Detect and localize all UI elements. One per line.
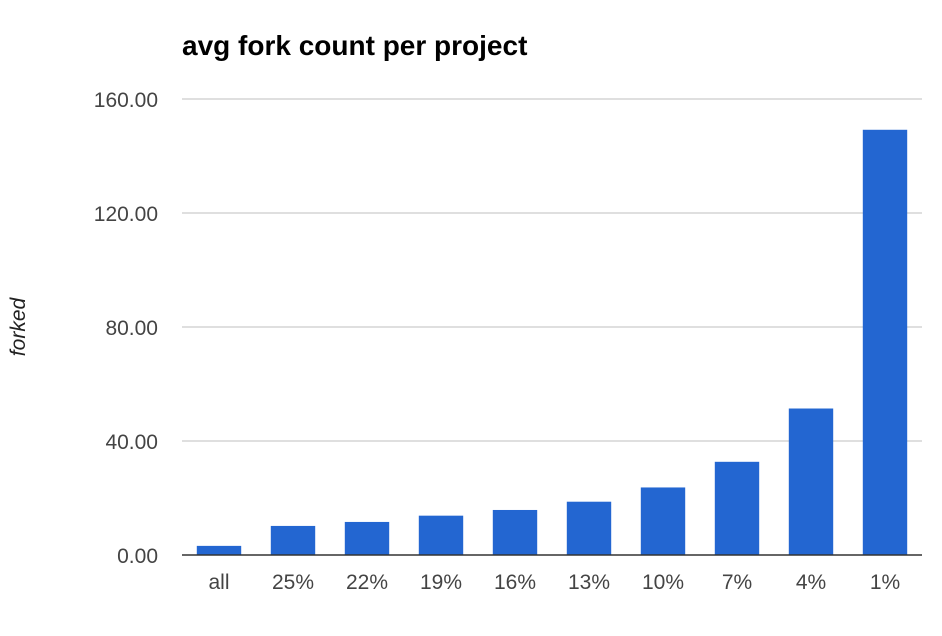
y-tick-label: 40.00 bbox=[105, 431, 158, 454]
bar-16% bbox=[492, 509, 538, 555]
x-tick-label: 1% bbox=[870, 571, 900, 594]
bar-1% bbox=[862, 129, 908, 555]
bar-13% bbox=[566, 501, 612, 555]
bar-4% bbox=[788, 408, 834, 555]
x-tick-label: 4% bbox=[796, 571, 826, 594]
x-tick-label: 13% bbox=[568, 571, 610, 594]
x-tick-label: 22% bbox=[346, 571, 388, 594]
y-tick-label: 0.00 bbox=[117, 545, 158, 568]
chart-title: avg fork count per project bbox=[182, 30, 527, 61]
bars bbox=[196, 129, 908, 555]
x-tick-label: 19% bbox=[420, 571, 462, 594]
gridlines bbox=[182, 98, 922, 442]
y-tick-label: 120.00 bbox=[94, 203, 158, 226]
y-tick-label: 160.00 bbox=[94, 89, 158, 112]
x-tick-label: 25% bbox=[272, 571, 314, 594]
x-tick-label: all bbox=[208, 571, 229, 594]
x-tick-label: 7% bbox=[722, 571, 752, 594]
bar-19% bbox=[418, 515, 464, 555]
bar-all bbox=[196, 545, 242, 555]
y-tick-label: 80.00 bbox=[105, 317, 158, 340]
bar-22% bbox=[344, 521, 390, 555]
x-tick-label: 16% bbox=[494, 571, 536, 594]
y-tick-labels: 0.00 40.00 80.00 120.00 160.00 bbox=[94, 89, 158, 568]
y-axis-title: forked bbox=[7, 297, 30, 357]
bar-7% bbox=[714, 461, 760, 555]
x-tick-labels: all 25% 22% 19% 16% 13% 10% 7% 4% 1% bbox=[208, 571, 900, 594]
bar-10% bbox=[640, 487, 686, 555]
x-tick-label: 10% bbox=[642, 571, 684, 594]
bar-25% bbox=[270, 525, 316, 555]
